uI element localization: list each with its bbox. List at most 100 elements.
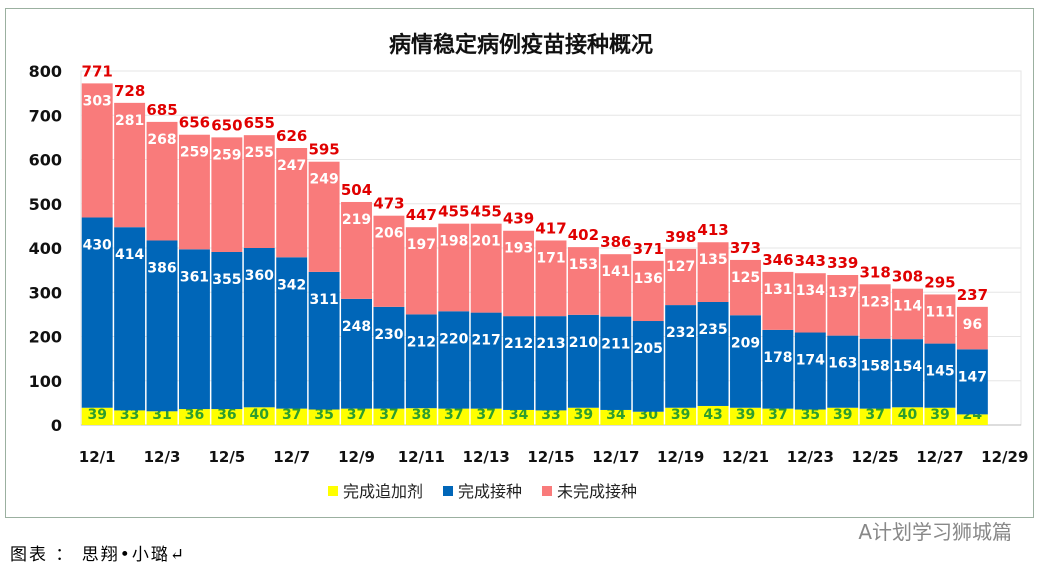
bar-segment-0 xyxy=(470,408,502,425)
bar-segment-2 xyxy=(470,223,502,313)
bar-segment-1 xyxy=(503,316,535,410)
bar-segment-0 xyxy=(827,407,859,425)
bar-segment-2 xyxy=(178,134,210,250)
total-label: 655 xyxy=(244,114,275,132)
bar-segment-2 xyxy=(81,83,113,218)
bar-segment-0 xyxy=(178,409,210,425)
data-label: 39 xyxy=(87,407,106,423)
bar-segment-2 xyxy=(632,260,664,322)
bar-segment-0 xyxy=(276,408,308,425)
data-label: 36 xyxy=(185,407,204,423)
chart-frame[interactable] xyxy=(5,8,1034,518)
bar-segment-2 xyxy=(859,284,891,339)
data-label: 33 xyxy=(541,407,560,423)
data-label: 255 xyxy=(245,145,274,161)
data-label: 37 xyxy=(379,407,398,423)
data-label: 123 xyxy=(861,294,890,310)
data-label: 360 xyxy=(245,268,274,284)
bar-segment-0 xyxy=(697,405,729,425)
data-label: 154 xyxy=(893,359,922,375)
bar-segment-0 xyxy=(503,409,535,425)
data-label: 111 xyxy=(925,304,954,320)
bar-segment-0 xyxy=(81,407,113,425)
x-tick-label: 12/15 xyxy=(527,448,574,466)
data-label: 247 xyxy=(277,158,306,174)
bar-segment-1 xyxy=(956,349,988,415)
data-label: 37 xyxy=(444,407,463,423)
bar-segment-1 xyxy=(243,248,275,408)
data-label: 219 xyxy=(342,212,371,228)
bar-segment-1 xyxy=(632,321,664,412)
bar-segment-1 xyxy=(730,315,761,408)
data-label: 268 xyxy=(147,132,176,148)
y-tick-label: 100 xyxy=(29,372,62,391)
bar-segment-2 xyxy=(276,147,308,258)
total-label: 386 xyxy=(600,233,631,251)
total-label: 650 xyxy=(211,116,242,134)
total-label: 439 xyxy=(503,210,534,228)
data-label: 39 xyxy=(930,407,949,423)
bar-segment-2 xyxy=(762,271,794,330)
bar-segment-2 xyxy=(794,273,826,333)
bar-segment-2 xyxy=(567,247,599,315)
y-tick-label: 500 xyxy=(29,195,62,214)
data-label: 193 xyxy=(504,241,533,257)
data-label: 235 xyxy=(698,322,727,338)
data-label: 209 xyxy=(731,335,760,351)
bar-segment-2 xyxy=(373,215,405,307)
data-label: 37 xyxy=(768,407,787,423)
y-tick-label: 800 xyxy=(29,62,62,81)
bar-segment-0 xyxy=(211,409,243,425)
bar-segment-2 xyxy=(892,288,924,340)
chart-title: 病情稳定病例疫苗接种概况 xyxy=(389,32,653,58)
data-label: 141 xyxy=(601,264,630,280)
data-label: 210 xyxy=(569,335,598,351)
data-label: 414 xyxy=(115,247,144,263)
bar-segment-2 xyxy=(956,306,988,350)
bar-segment-1 xyxy=(567,314,599,408)
x-tick-label: 12/27 xyxy=(916,448,963,466)
data-label: 206 xyxy=(374,226,403,242)
data-label: 281 xyxy=(115,113,144,129)
total-label: 308 xyxy=(892,268,923,286)
data-label: 386 xyxy=(147,260,176,276)
bar-segment-1 xyxy=(827,335,859,408)
bar-segment-1 xyxy=(794,332,826,410)
bar-segment-0 xyxy=(924,407,956,425)
total-label: 371 xyxy=(633,240,664,258)
data-label: 134 xyxy=(796,283,825,299)
total-label: 402 xyxy=(568,226,599,244)
data-label: 158 xyxy=(861,359,890,375)
data-label: 135 xyxy=(698,252,727,268)
bar-segment-0 xyxy=(892,407,924,425)
bar-segment-0 xyxy=(438,408,470,425)
bar-segment-2 xyxy=(438,223,470,312)
bar-segment-1 xyxy=(276,257,308,409)
data-label: 211 xyxy=(601,337,630,353)
bar-segment-0 xyxy=(373,408,405,425)
bar-segment-1 xyxy=(535,316,567,411)
data-label: 197 xyxy=(407,237,436,253)
y-tick-label: 600 xyxy=(29,151,62,170)
bar-segment-2 xyxy=(405,227,437,315)
data-label: 311 xyxy=(309,292,338,308)
y-tick-label: 200 xyxy=(29,328,62,347)
data-label: 114 xyxy=(893,299,922,315)
bar-segment-1 xyxy=(697,301,729,406)
bar-segment-1 xyxy=(924,343,956,408)
data-label: 201 xyxy=(472,234,501,250)
data-label: 232 xyxy=(666,325,695,341)
data-label: 125 xyxy=(731,270,760,286)
total-label: 346 xyxy=(762,251,793,269)
data-label: 212 xyxy=(407,334,436,350)
total-label: 295 xyxy=(924,273,955,291)
bar-segment-2 xyxy=(503,230,535,317)
total-label: 728 xyxy=(114,82,145,100)
y-tick-label: 400 xyxy=(29,239,62,258)
y-tick-label: 0 xyxy=(51,416,62,435)
data-label: 163 xyxy=(828,356,857,372)
bar-segment-1 xyxy=(470,312,502,409)
data-label: 430 xyxy=(83,237,112,253)
data-label: 249 xyxy=(309,172,338,188)
bar-segment-2 xyxy=(146,121,178,241)
